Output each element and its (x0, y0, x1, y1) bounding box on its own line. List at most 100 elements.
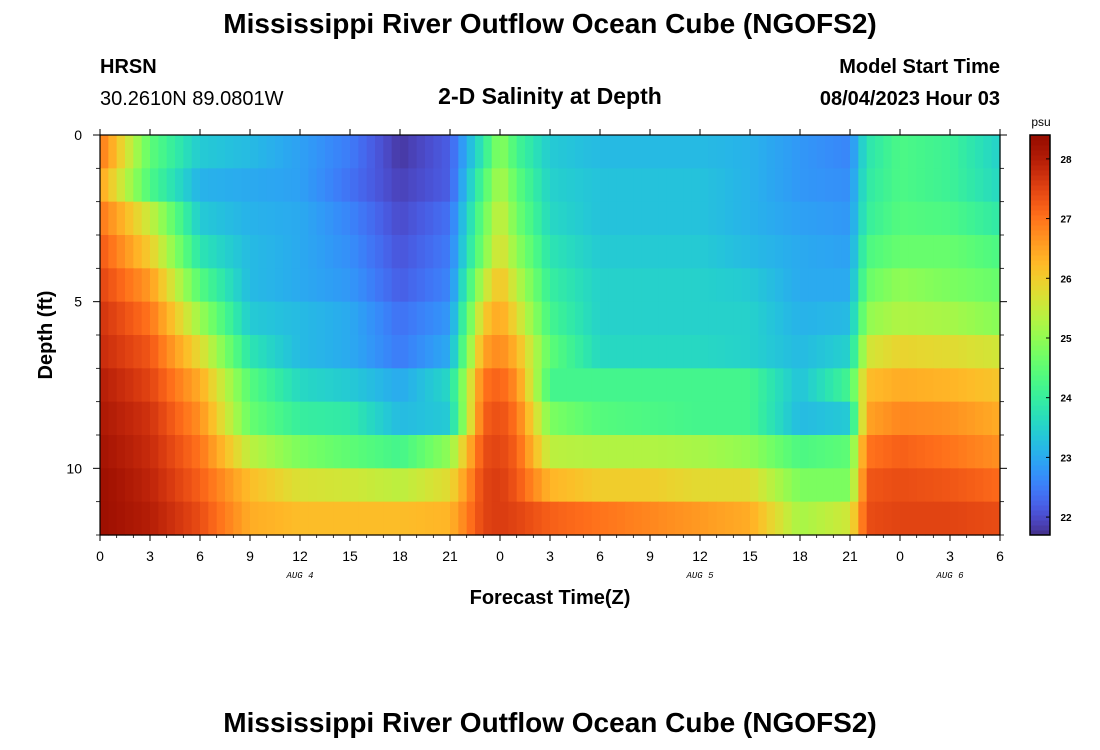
colorbar-segment (1030, 250, 1050, 256)
heatmap-cell (766, 268, 776, 303)
heatmap-cell (725, 435, 734, 469)
heatmap-cell (883, 301, 893, 336)
heatmap-cell (150, 168, 159, 203)
heatmap-cell (141, 468, 151, 503)
heatmap-cell (575, 168, 584, 203)
heatmap-cell (575, 501, 584, 536)
heatmap-cell (408, 368, 418, 403)
heatmap-cell (375, 401, 384, 436)
heatmap-cell (233, 201, 243, 236)
heatmap-cell (316, 368, 326, 403)
heatmap-cell (425, 368, 434, 403)
heatmap-cell (500, 368, 509, 403)
heatmap-cell (116, 335, 126, 369)
heatmap-cell (500, 435, 509, 469)
heatmap-cell (100, 468, 109, 503)
heatmap-cell (725, 468, 734, 503)
heatmap-cell (175, 368, 184, 403)
heatmap-cell (158, 201, 168, 236)
heatmap-cell (833, 401, 843, 436)
heatmap-cell (683, 368, 693, 403)
heatmap-cell (325, 401, 334, 436)
colorbar-segment (1030, 305, 1050, 311)
heatmap-cell (183, 235, 193, 269)
heatmap-cell (316, 201, 326, 236)
heatmap-cell (475, 401, 484, 436)
heatmap-cell (341, 301, 351, 336)
heatmap-cell (925, 201, 934, 236)
heatmap-cell (883, 268, 893, 303)
heatmap-cell (383, 301, 393, 336)
heatmap-cell (583, 335, 593, 369)
heatmap-cell (483, 401, 493, 436)
heatmap-cell (483, 268, 493, 303)
heatmap-cell (758, 168, 768, 203)
heatmap-cell (216, 268, 226, 303)
heatmap-cell (250, 201, 259, 236)
heatmap-cell (950, 301, 959, 336)
heatmap-cell (241, 501, 251, 536)
heatmap-cell (425, 135, 434, 169)
heatmap-cell (516, 368, 526, 403)
heatmap-cell (258, 301, 268, 336)
heatmap-cell (650, 368, 659, 403)
colorbar-segment (1030, 510, 1050, 516)
heatmap-cell (825, 135, 834, 169)
heatmap-cell (316, 335, 326, 369)
heatmap-cell (150, 268, 159, 303)
heatmap-cell (683, 435, 693, 469)
heatmap-cell (591, 301, 601, 336)
heatmap-cell (475, 235, 484, 269)
heatmap-cell (100, 368, 109, 403)
heatmap-cell (266, 201, 276, 236)
heatmap-cell (983, 468, 993, 503)
heatmap-cell (400, 135, 409, 169)
heatmap-cell (808, 301, 818, 336)
heatmap-cell (416, 135, 426, 169)
heatmap-cell (358, 368, 368, 403)
heatmap-cell (241, 401, 251, 436)
heatmap-cell (358, 135, 368, 169)
heatmap-cell (833, 268, 843, 303)
heatmap-cell (141, 435, 151, 469)
heatmap-cell (558, 501, 568, 536)
heatmap-cell (850, 368, 859, 403)
heatmap-cell (700, 301, 709, 336)
heatmap-cell (125, 401, 134, 436)
colorbar-segment (1030, 260, 1050, 266)
heatmap-cell (841, 301, 851, 336)
heatmap-cell (416, 235, 426, 269)
heatmap-cell (708, 301, 718, 336)
heatmap-cell (250, 368, 259, 403)
heatmap-cell (750, 501, 759, 536)
colorbar-segment (1030, 330, 1050, 336)
heatmap-cell (241, 168, 251, 203)
colorbar-segment (1030, 415, 1050, 421)
heatmap-cell (208, 168, 218, 203)
heatmap-cell (408, 501, 418, 536)
heatmap-cell (350, 135, 359, 169)
heatmap-cell (483, 468, 493, 503)
heatmap-cell (266, 401, 276, 436)
heatmap-cell (400, 468, 409, 503)
heatmap-cell (716, 135, 726, 169)
heatmap-cell (166, 201, 176, 236)
heatmap-cell (716, 501, 726, 536)
heatmap-cell (650, 468, 659, 503)
heatmap-cell (841, 468, 851, 503)
heatmap-cell (950, 501, 959, 536)
heatmap-cell (650, 201, 659, 236)
heatmap-cell (266, 135, 276, 169)
heatmap-cell (283, 368, 293, 403)
heatmap-cell (675, 201, 684, 236)
heatmap-cell (800, 501, 809, 536)
heatmap-cell (808, 201, 818, 236)
heatmap-cell (366, 235, 376, 269)
heatmap-cell (350, 468, 359, 503)
heatmap-cell (958, 135, 968, 169)
heatmap-cell (550, 401, 559, 436)
heatmap-cell (308, 268, 318, 303)
heatmap-cell (175, 168, 184, 203)
heatmap-cell (116, 368, 126, 403)
heatmap-cell (633, 468, 643, 503)
